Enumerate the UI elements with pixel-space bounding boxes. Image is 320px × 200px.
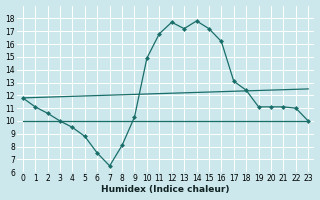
X-axis label: Humidex (Indice chaleur): Humidex (Indice chaleur): [101, 185, 230, 194]
